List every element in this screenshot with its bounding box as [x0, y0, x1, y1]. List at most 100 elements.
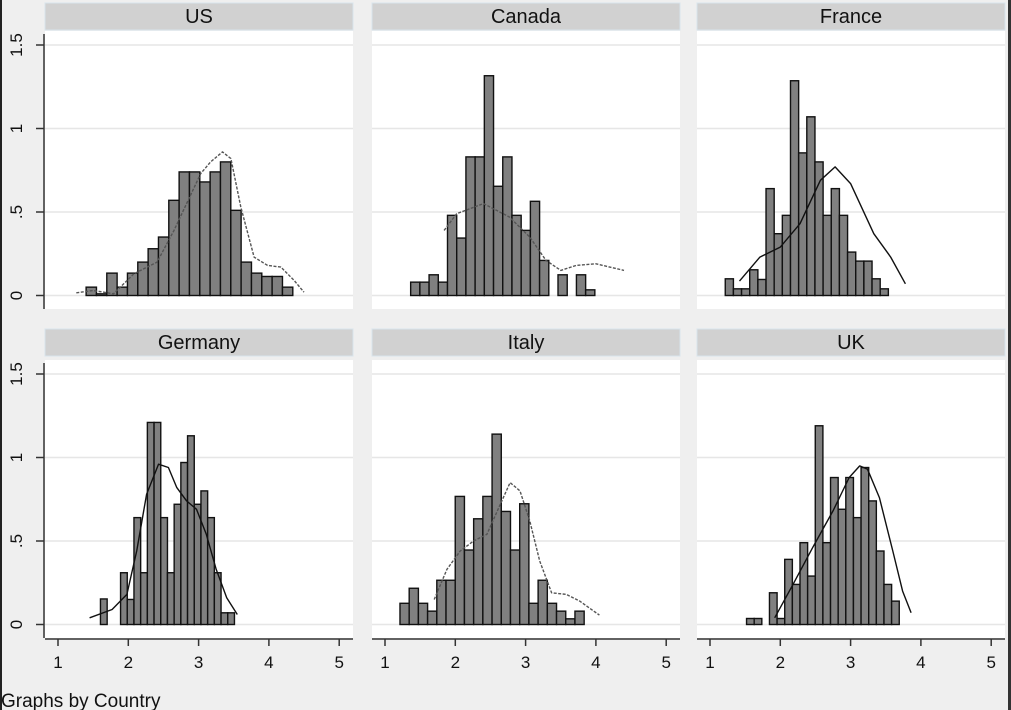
histogram-bar — [860, 466, 870, 626]
histogram-bar — [837, 508, 847, 626]
window-border-left — [0, 0, 2, 710]
histogram-bar — [168, 199, 180, 297]
panel-header — [44, 2, 354, 31]
histogram-bar — [139, 572, 149, 626]
histogram-bar — [829, 476, 839, 626]
x-tick-label: 2 — [124, 653, 133, 672]
y-tick-label: 1 — [7, 453, 26, 462]
histogram-bar — [491, 433, 502, 626]
histogram-bar — [584, 289, 596, 297]
panel-header — [371, 2, 681, 31]
y-tick-label: 0 — [7, 291, 26, 300]
histogram-bar — [557, 274, 568, 297]
histogram-bar — [757, 278, 767, 297]
histogram-bar — [137, 261, 149, 297]
histogram-bar — [791, 583, 801, 626]
panel-italy: Italy 1 2 3 4 5 — [371, 328, 681, 672]
histogram-bar — [472, 518, 484, 626]
histogram-bar — [437, 281, 449, 297]
histogram-bar — [528, 602, 539, 626]
histogram-bar — [520, 229, 532, 297]
x-tick-label: 3 — [846, 653, 855, 672]
histogram-bar — [538, 259, 550, 297]
histogram-bar — [852, 516, 862, 626]
histogram-bar — [879, 288, 890, 297]
density-curve — [738, 166, 907, 285]
panel-uk: UK 1 2 3 4 5 — [696, 328, 1006, 672]
histogram-bar — [106, 272, 118, 297]
panel-france: France — [696, 2, 1006, 309]
histogram-bar — [732, 288, 743, 297]
histogram-bar — [546, 602, 558, 626]
histogram-bar — [271, 275, 284, 297]
histogram-bar — [456, 237, 467, 297]
histogram-bar — [173, 503, 182, 626]
histogram-bar — [868, 500, 878, 626]
histogram-bar — [146, 421, 155, 626]
histogram-bar — [126, 272, 139, 297]
density-curve — [443, 202, 625, 272]
panel-title: UK — [837, 332, 865, 354]
histogram-bar — [474, 156, 486, 297]
histogram-bar — [399, 602, 410, 626]
histogram-bar — [789, 80, 800, 297]
histogram-bar — [518, 503, 530, 626]
panel-title: US — [185, 6, 213, 28]
histogram-bar — [206, 516, 216, 626]
histogram-bar — [446, 214, 458, 297]
histogram-bar — [565, 618, 576, 626]
panel-title: Canada — [491, 6, 562, 28]
histogram-bar — [740, 288, 751, 297]
histogram-bar — [417, 602, 429, 626]
histogram-bar — [153, 421, 162, 626]
x-tick-label: 2 — [451, 653, 460, 672]
y-tick-label: 1.5 — [7, 33, 26, 57]
histogram-bar — [814, 425, 824, 626]
histogram-bar — [409, 281, 421, 297]
histogram-bar — [199, 181, 211, 297]
density-curve — [433, 481, 600, 616]
panel-us: US 0 .5 1 1.5 — [7, 2, 354, 309]
panel-header — [44, 328, 354, 357]
histogram-bar — [250, 272, 263, 297]
window-border-right — [1008, 0, 1011, 710]
histogram-bar — [768, 592, 778, 626]
histogram-bar — [180, 461, 189, 626]
panel-canada: Canada — [371, 2, 681, 309]
density-curve — [774, 465, 912, 619]
histogram-bar — [160, 516, 169, 626]
histogram-bar — [463, 549, 475, 626]
histogram-bar — [724, 278, 735, 297]
histogram-bar — [529, 200, 541, 297]
histogram-bar — [188, 171, 201, 297]
histogram-bar — [436, 579, 447, 626]
x-tick-label: 2 — [776, 653, 785, 672]
histogram-bar — [555, 610, 567, 626]
histogram-bar — [465, 156, 476, 297]
x-tick-label: 4 — [591, 653, 600, 672]
histogram-bar — [220, 612, 229, 626]
histogram-bar — [483, 75, 495, 297]
histogram-bar — [753, 617, 763, 626]
x-tick-label: 4 — [916, 653, 925, 672]
panel-title: France — [820, 6, 882, 28]
histogram-bar — [186, 435, 195, 626]
histogram-bar — [863, 260, 873, 297]
histogram-bar — [166, 572, 175, 626]
panel-germany: Germany 0 .5 1 1.5 1 2 3 4 5 — [7, 328, 354, 672]
histogram-bar — [765, 187, 775, 297]
histogram-bar — [178, 171, 191, 297]
x-tick-label: 1 — [53, 653, 62, 672]
histogram-bar — [147, 248, 160, 297]
histogram-bar — [537, 579, 549, 626]
graphs-by-note: Graphs by Country — [1, 691, 161, 710]
histogram-bar — [890, 600, 900, 626]
histogram-bar — [511, 214, 522, 297]
histogram-bar — [445, 579, 456, 626]
x-tick-label: 1 — [705, 653, 714, 672]
histogram-bar — [209, 171, 222, 297]
y-tick-label: 0 — [7, 620, 26, 629]
histogram-bar — [157, 236, 170, 297]
histogram-bar — [240, 261, 253, 297]
